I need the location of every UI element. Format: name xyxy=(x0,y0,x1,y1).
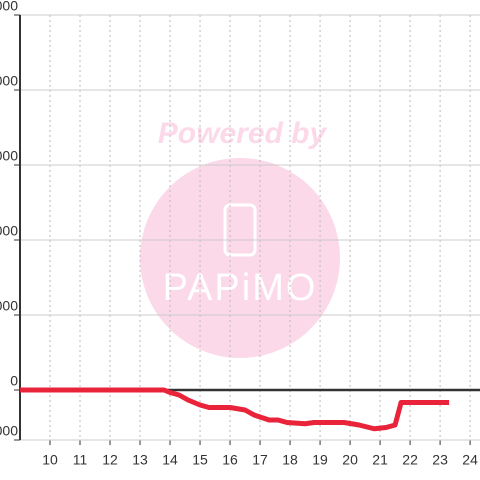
data-line xyxy=(20,387,450,432)
watermark-phone xyxy=(223,203,257,257)
x-tick-label: 16 xyxy=(222,452,238,468)
y-tick-label: 0 xyxy=(10,373,18,389)
y-tick-label: 60,000 xyxy=(0,223,18,239)
x-tick-label: 13 xyxy=(132,452,148,468)
x-tick-label: 14 xyxy=(162,452,178,468)
x-tick-label: 17 xyxy=(252,452,268,468)
x-tick-label: 10 xyxy=(42,452,58,468)
x-tick-label: 18 xyxy=(282,452,298,468)
watermark-logo: PAPiMO xyxy=(163,267,318,309)
watermark: Powered by PAPiMO xyxy=(140,117,340,358)
x-tick-label: 21 xyxy=(372,452,388,468)
watermark-text: Powered by xyxy=(158,117,328,150)
y-tick-label: 120,000 xyxy=(0,73,18,89)
x-tick-label: 20 xyxy=(342,452,358,468)
x-tick-label: 19 xyxy=(312,452,328,468)
x-tick-label: 22 xyxy=(402,452,418,468)
y-tick-label: 150,000 xyxy=(0,0,18,14)
x-tick-label: 24 xyxy=(462,452,478,468)
x-tick-label: 23 xyxy=(432,452,448,468)
x-tick-label: 11 xyxy=(73,452,88,468)
y-tick-label: 30,000 xyxy=(0,298,18,314)
x-tick-label: 12 xyxy=(102,452,118,468)
watermark-circle xyxy=(140,158,340,358)
y-tick-label: 90,000 xyxy=(0,148,18,164)
x-tick-label: 15 xyxy=(192,452,208,468)
y-tick-label: -20,000 xyxy=(0,423,18,439)
